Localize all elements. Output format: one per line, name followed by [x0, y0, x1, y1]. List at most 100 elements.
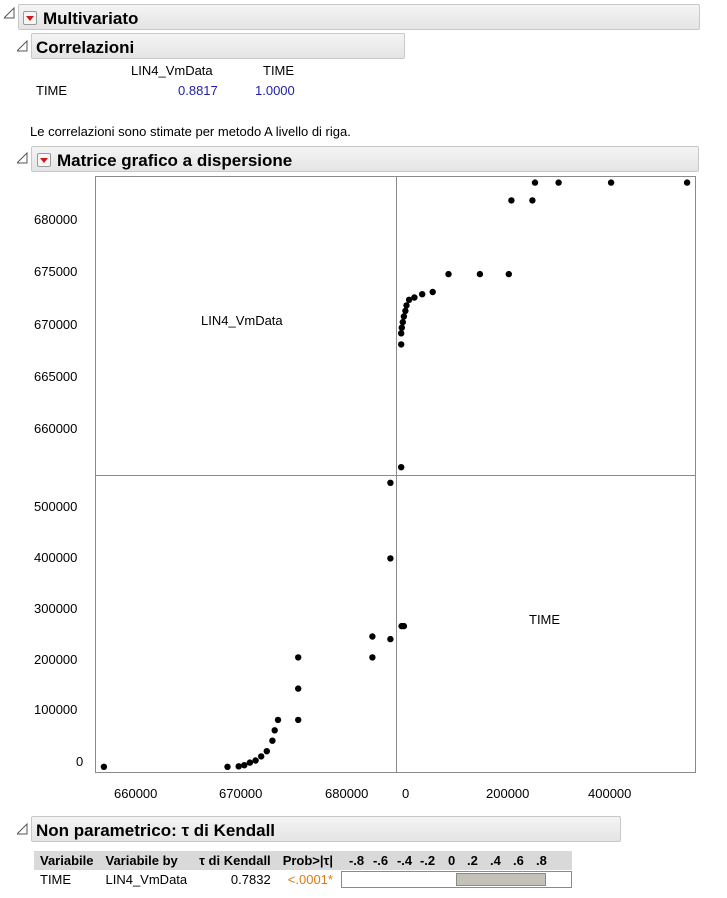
scatter-point: [405, 296, 413, 303]
bar-tick-label: -.8: [348, 853, 365, 868]
kendall-var: TIME: [40, 872, 72, 887]
multivariate-header: Multivariato: [18, 4, 700, 30]
kendall-header-cell: Prob>|τ|: [276, 851, 339, 870]
scatter-point: [271, 727, 278, 734]
scatter-point: [252, 757, 259, 764]
multivariate-title: Multivariato: [43, 9, 139, 28]
y-tick-label: 100000: [34, 702, 78, 717]
correlations-header: Correlazioni: [31, 33, 405, 59]
x-tick-label: 670000: [219, 786, 263, 801]
scatter-point: [505, 270, 512, 278]
y-tick-label: 680000: [34, 212, 78, 227]
scatter-point: [387, 635, 394, 643]
x-tick-label: 200000: [486, 786, 530, 801]
bar-tick-label: -.6: [372, 853, 389, 868]
corr-row-label: TIME: [36, 83, 68, 98]
bar-tick-label: .2: [466, 853, 478, 868]
scatter-point: [398, 341, 405, 348]
y-tick-label: 200000: [34, 652, 78, 667]
bar-tick-label: 0: [447, 853, 456, 868]
corr-col-header: LIN4_VmData: [131, 63, 213, 78]
scatter-point: [555, 179, 562, 186]
scatter-matrix-header: Matrice grafico a dispersione: [31, 146, 699, 172]
correlations-title: Correlazioni: [36, 38, 135, 57]
divider-vertical: [396, 177, 397, 772]
scatter-point: [400, 313, 408, 320]
x-tick-label: 680000: [325, 786, 369, 801]
kendall-bar-cell: [339, 870, 572, 889]
collapse-triangle-icon[interactable]: [17, 823, 29, 835]
scatter-point: [274, 716, 282, 724]
y-tick-label: 400000: [34, 550, 78, 565]
cell-label-time: TIME: [529, 612, 561, 627]
x-tick-label: 660000: [114, 786, 158, 801]
scatter-point: [403, 302, 410, 309]
kendall-header: Non parametrico: τ di Kendall: [31, 816, 621, 842]
scatter-point: [398, 330, 405, 337]
cell-label-lin4: LIN4_VmData: [201, 313, 283, 328]
scatter-point: [398, 324, 405, 331]
y-tick-label: 670000: [34, 317, 78, 332]
scatter-point: [369, 654, 376, 661]
bar-tick-label: -.4: [396, 853, 413, 868]
kendall-bar-fill: [456, 873, 547, 886]
y-tick-label: 0: [76, 754, 84, 769]
kendall-tau: 0.7832: [230, 872, 271, 887]
scatter-point: [258, 753, 265, 760]
scatter-point: [400, 622, 408, 630]
bar-tick-label: .4: [489, 853, 501, 868]
bar-tick-label: .8: [535, 853, 547, 868]
divider-horizontal: [96, 475, 695, 476]
scatter-point: [529, 197, 536, 204]
scatter-point: [402, 307, 409, 315]
y-tick-label: 500000: [34, 499, 78, 514]
scatter-point: [399, 318, 406, 326]
scatter-point: [269, 737, 276, 744]
scatter-point: [531, 179, 539, 186]
kendall-header-cell: τ di Kendall: [193, 851, 277, 870]
bar-tick-label: -.2: [419, 853, 436, 868]
kendall-prob: <.0001*: [287, 872, 333, 887]
x-tick-label: 0: [402, 786, 410, 801]
correlations-note: Le correlazioni sono stimate per metodo …: [30, 124, 351, 139]
kendall-header-cell: Variabile: [34, 851, 100, 870]
scatter-point: [387, 555, 394, 562]
scatter-points-layer: [100, 179, 691, 770]
scatter-point: [224, 763, 231, 770]
kendall-bar-header: -.8 -.6 -.4 -.2 0 .2 .4 .6 .8: [338, 851, 572, 870]
collapse-triangle-icon[interactable]: [4, 7, 16, 19]
y-tick-label: 300000: [34, 601, 78, 616]
scatter-matrix-plot[interactable]: LIN4_VmData TIME: [95, 176, 696, 773]
scatter-point: [295, 685, 302, 692]
scatter-point: [683, 179, 691, 186]
kendall-bar-track: [340, 871, 572, 888]
scatter-point: [387, 479, 394, 486]
scatter-point: [445, 270, 452, 278]
x-tick-label: 400000: [588, 786, 632, 801]
collapse-triangle-icon[interactable]: [17, 152, 29, 164]
kendall-table: Variabile Variabile by τ di Kendall Prob…: [34, 851, 572, 889]
scatter-point: [429, 288, 436, 296]
scatter-point: [100, 763, 108, 770]
red-menu-icon[interactable]: [37, 153, 51, 167]
scatter-matrix-title: Matrice grafico a dispersione: [57, 151, 293, 170]
scatter-point: [419, 291, 426, 298]
corr-value: 0.8817: [178, 83, 218, 98]
scatter-point: [476, 270, 484, 278]
red-menu-icon[interactable]: [23, 11, 37, 25]
y-tick-label: 665000: [34, 369, 78, 384]
scatter-point: [295, 654, 302, 661]
scatter-point: [241, 762, 248, 769]
collapse-triangle-icon[interactable]: [17, 40, 29, 52]
y-tick-label: 675000: [34, 264, 78, 279]
corr-value: 1.0000: [255, 83, 295, 98]
kendall-title: Non parametrico: τ di Kendall: [36, 821, 276, 840]
scatter-point: [508, 197, 515, 204]
bar-tick-label: .6: [512, 853, 524, 868]
kendall-by-var: LIN4_VmData: [105, 872, 188, 887]
scatter-point: [411, 294, 418, 301]
y-tick-label: 660000: [34, 421, 78, 436]
scatter-point: [607, 179, 615, 186]
corr-col-header: TIME: [263, 63, 295, 78]
scatter-point: [235, 763, 242, 770]
